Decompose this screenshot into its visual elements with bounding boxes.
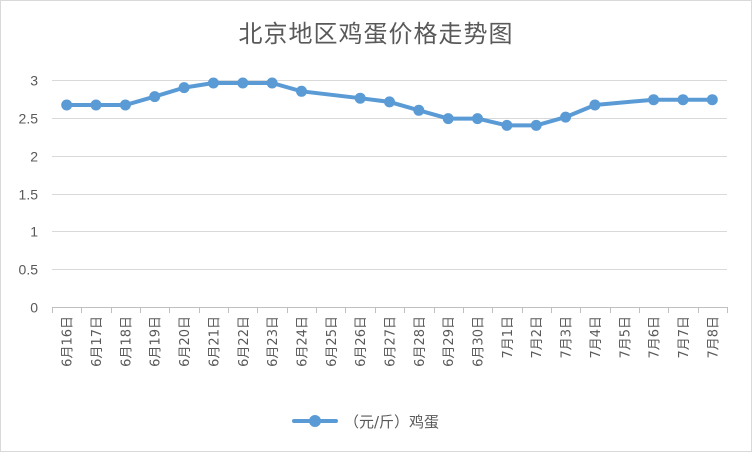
x-tick-label: 7月7日 (677, 316, 692, 359)
data-point (178, 82, 190, 94)
data-point (61, 99, 73, 111)
x-tick-label: 6月17日 (90, 316, 105, 367)
data-point (442, 113, 454, 125)
x-tick-label: 6月22日 (237, 316, 252, 367)
data-point (237, 77, 249, 89)
x-tick-label: 7月2日 (530, 316, 545, 359)
x-tick-label: 7月8日 (706, 316, 721, 359)
data-point (149, 91, 161, 103)
x-tick-label: 6月20日 (178, 316, 193, 367)
data-point (648, 94, 660, 106)
data-point (90, 99, 102, 111)
data-point (472, 113, 483, 125)
x-axis-ticks: 6月16日 6月17日 6月18日 6月19日 6月20日 6月21日 6月22日 6月23日… (52, 307, 728, 367)
data-point (354, 92, 366, 104)
x-tick-label: 7月3日 (560, 316, 575, 359)
x-tick-label: 6月28日 (413, 316, 428, 367)
y-tick-label: 0 (30, 300, 38, 316)
x-tick-label: 6月29日 (442, 316, 457, 367)
data-point (119, 99, 131, 111)
data-point (560, 111, 572, 123)
x-tick-label: 6月19日 (149, 316, 164, 367)
chart-title: 北京地区鸡蛋价格走势图 (238, 20, 514, 48)
data-point (677, 94, 689, 106)
legend: （元/斤）鸡蛋 (292, 409, 439, 433)
x-tick-label: 7月5日 (618, 316, 633, 359)
gridlines (52, 80, 727, 308)
y-tick-label: 2.5 (19, 111, 39, 127)
data-point (266, 77, 278, 89)
y-tick-label: 1.5 (19, 187, 39, 203)
data-point (413, 104, 425, 116)
legend-label: （元/斤）鸡蛋 (344, 412, 440, 431)
x-tick-label: 6月16日 (61, 316, 76, 367)
x-tick-label: 6月23日 (266, 316, 281, 367)
x-tick-label: 7月4日 (589, 316, 604, 359)
x-tick-label: 7月6日 (648, 316, 663, 359)
y-tick-label: 2 (30, 149, 38, 165)
data-point (207, 77, 219, 89)
y-tick-label: 1 (30, 224, 38, 240)
x-tick-label: 6月30日 (472, 316, 487, 367)
data-point (296, 85, 307, 97)
x-tick-label: 6月18日 (119, 316, 134, 367)
data-point (589, 99, 601, 111)
y-tick-label: 0.5 (19, 262, 39, 278)
legend-line-marker-icon (292, 414, 338, 428)
x-tick-label: 6月24日 (295, 316, 310, 367)
x-tick-label: 6月26日 (354, 316, 369, 367)
data-point (501, 119, 513, 131)
data-point (530, 119, 542, 131)
x-tick-label: 6月25日 (325, 316, 340, 367)
x-tick-label: 7月1日 (501, 316, 516, 359)
x-tick-label: 6月27日 (384, 316, 399, 367)
data-point (384, 96, 395, 108)
data-point (706, 94, 718, 106)
y-axis-ticks: 0 0.5 1 1.5 2 2.5 3 (19, 73, 39, 316)
x-tick-label: 6月21日 (207, 316, 222, 367)
y-tick-label: 3 (30, 73, 38, 89)
series-layer (61, 77, 718, 131)
